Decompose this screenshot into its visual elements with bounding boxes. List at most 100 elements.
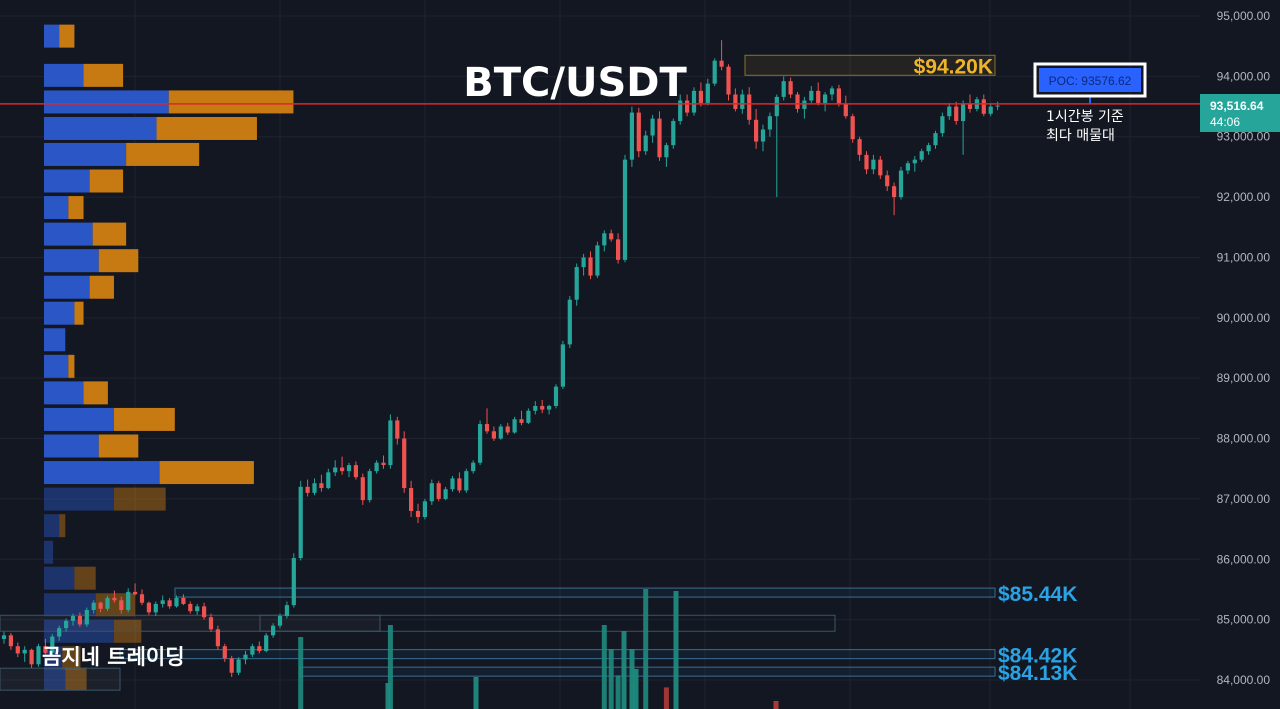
- volume-profile-down-bar: [168, 90, 294, 114]
- candle-down: [878, 159, 883, 176]
- candle-down: [353, 465, 358, 478]
- price-tick-label: 93,000.00: [1217, 130, 1271, 144]
- candle-up: [919, 151, 924, 160]
- candle-up: [547, 405, 552, 410]
- candle-up: [760, 129, 766, 142]
- candle-up: [312, 483, 317, 493]
- candle-up: [898, 170, 904, 198]
- candle-up: [926, 145, 931, 152]
- volume-bar: [663, 687, 669, 709]
- candle-up: [809, 90, 814, 101]
- volume-profile-down-bar: [89, 275, 114, 299]
- candle-up: [829, 88, 835, 95]
- candle-up: [174, 597, 179, 607]
- current-price-tag[interactable]: 93,516.64 44:06: [1200, 94, 1280, 132]
- candle-up: [553, 386, 559, 406]
- candle-up: [933, 133, 938, 146]
- candle-up: [277, 616, 283, 626]
- candle-down: [457, 478, 462, 491]
- poc-label: POC: 93576.62: [1049, 74, 1132, 88]
- candle-up: [988, 106, 993, 114]
- candle-down: [754, 119, 759, 142]
- candle-down: [29, 649, 34, 665]
- candle-down: [636, 112, 641, 152]
- candle-up: [346, 465, 352, 472]
- candle-up: [823, 94, 828, 103]
- level-zone-box: [0, 614, 381, 632]
- candle-up: [367, 471, 372, 501]
- candle-up: [429, 483, 434, 502]
- candle-up: [105, 597, 110, 609]
- candle-up: [574, 267, 579, 300]
- candle-up: [450, 478, 455, 490]
- candle-up: [940, 116, 945, 134]
- candle-down: [215, 629, 220, 647]
- volume-profile-up-bar: [44, 381, 84, 405]
- candle-up: [70, 616, 76, 621]
- volume-bars: [298, 589, 779, 709]
- volume-profile-up-bar: [44, 593, 96, 617]
- volume-bar: [473, 677, 479, 709]
- candle-up: [664, 145, 669, 158]
- level-zone-box: [0, 667, 121, 691]
- candle-down: [8, 635, 13, 647]
- candle-up: [64, 620, 69, 629]
- candle-down: [340, 467, 345, 472]
- candle-up: [905, 163, 910, 171]
- candle-down: [146, 602, 151, 613]
- volume-profile-up-bar: [44, 514, 60, 538]
- candle-down: [15, 646, 20, 654]
- price-tick-label: 91,000.00: [1217, 250, 1271, 264]
- candle-up: [512, 419, 517, 433]
- volume-bar: [633, 669, 639, 709]
- volume-profile-down-bar: [113, 407, 175, 431]
- candle-down: [395, 420, 400, 439]
- volume-profile-down-bar: [98, 249, 139, 273]
- volume-profile-down-bar: [68, 196, 84, 220]
- price-axis[interactable]: 95,000.00 94,000.00 93,000.00 92,000.00 91,0…: [1217, 9, 1271, 687]
- candle-up: [678, 100, 683, 122]
- candle-down: [954, 106, 959, 122]
- volume-bar: [601, 625, 607, 709]
- candle-up: [671, 121, 676, 146]
- volume-profile-up-bar: [44, 566, 75, 590]
- price-tick-label: 94,000.00: [1217, 69, 1271, 83]
- candle-down: [657, 118, 662, 158]
- price-tick-label: 87,000.00: [1217, 492, 1271, 506]
- volume-profile-up-bar: [44, 275, 90, 299]
- poc-box-fill: [1039, 68, 1141, 92]
- candle-down: [491, 431, 496, 439]
- volume-profile-up-bar: [44, 354, 69, 378]
- candle-up: [961, 104, 966, 122]
- price-tick-label: 85,000.00: [1217, 613, 1271, 627]
- candle-up: [422, 501, 427, 518]
- level-annotation-label: $84.42K: [998, 645, 1077, 668]
- candle-up: [471, 462, 476, 472]
- price-tag-bg: [1200, 94, 1280, 132]
- candle-up: [740, 94, 745, 109]
- candle-down: [616, 239, 621, 260]
- volume-profile: [44, 24, 294, 691]
- candle-down: [208, 617, 214, 630]
- poc-box[interactable]: POC: 93576.62: [1033, 62, 1147, 98]
- candle-down: [167, 600, 172, 607]
- candle-up: [236, 659, 241, 673]
- current-price-label: 93,516.64: [1210, 99, 1264, 113]
- volume-profile-down-bar: [159, 461, 254, 485]
- candle-up: [705, 83, 710, 103]
- price-tick-label: 89,000.00: [1217, 371, 1271, 385]
- candle-up: [774, 96, 779, 117]
- candle-countdown: 44:06: [1210, 115, 1240, 129]
- candle-down: [588, 257, 593, 276]
- candle-down: [305, 486, 310, 493]
- candle-down: [843, 104, 848, 117]
- volume-profile-down-bar: [92, 222, 127, 246]
- candle-down: [319, 483, 324, 489]
- poc-note-line1: 1시간봉 기준: [1046, 109, 1124, 125]
- watermark-text: 곰지네 트레이딩: [42, 645, 185, 669]
- poc-note-line2: 최다 매물대: [1046, 128, 1115, 144]
- level-annotation-label: $85.44K: [998, 583, 1077, 606]
- candle-up: [22, 649, 27, 654]
